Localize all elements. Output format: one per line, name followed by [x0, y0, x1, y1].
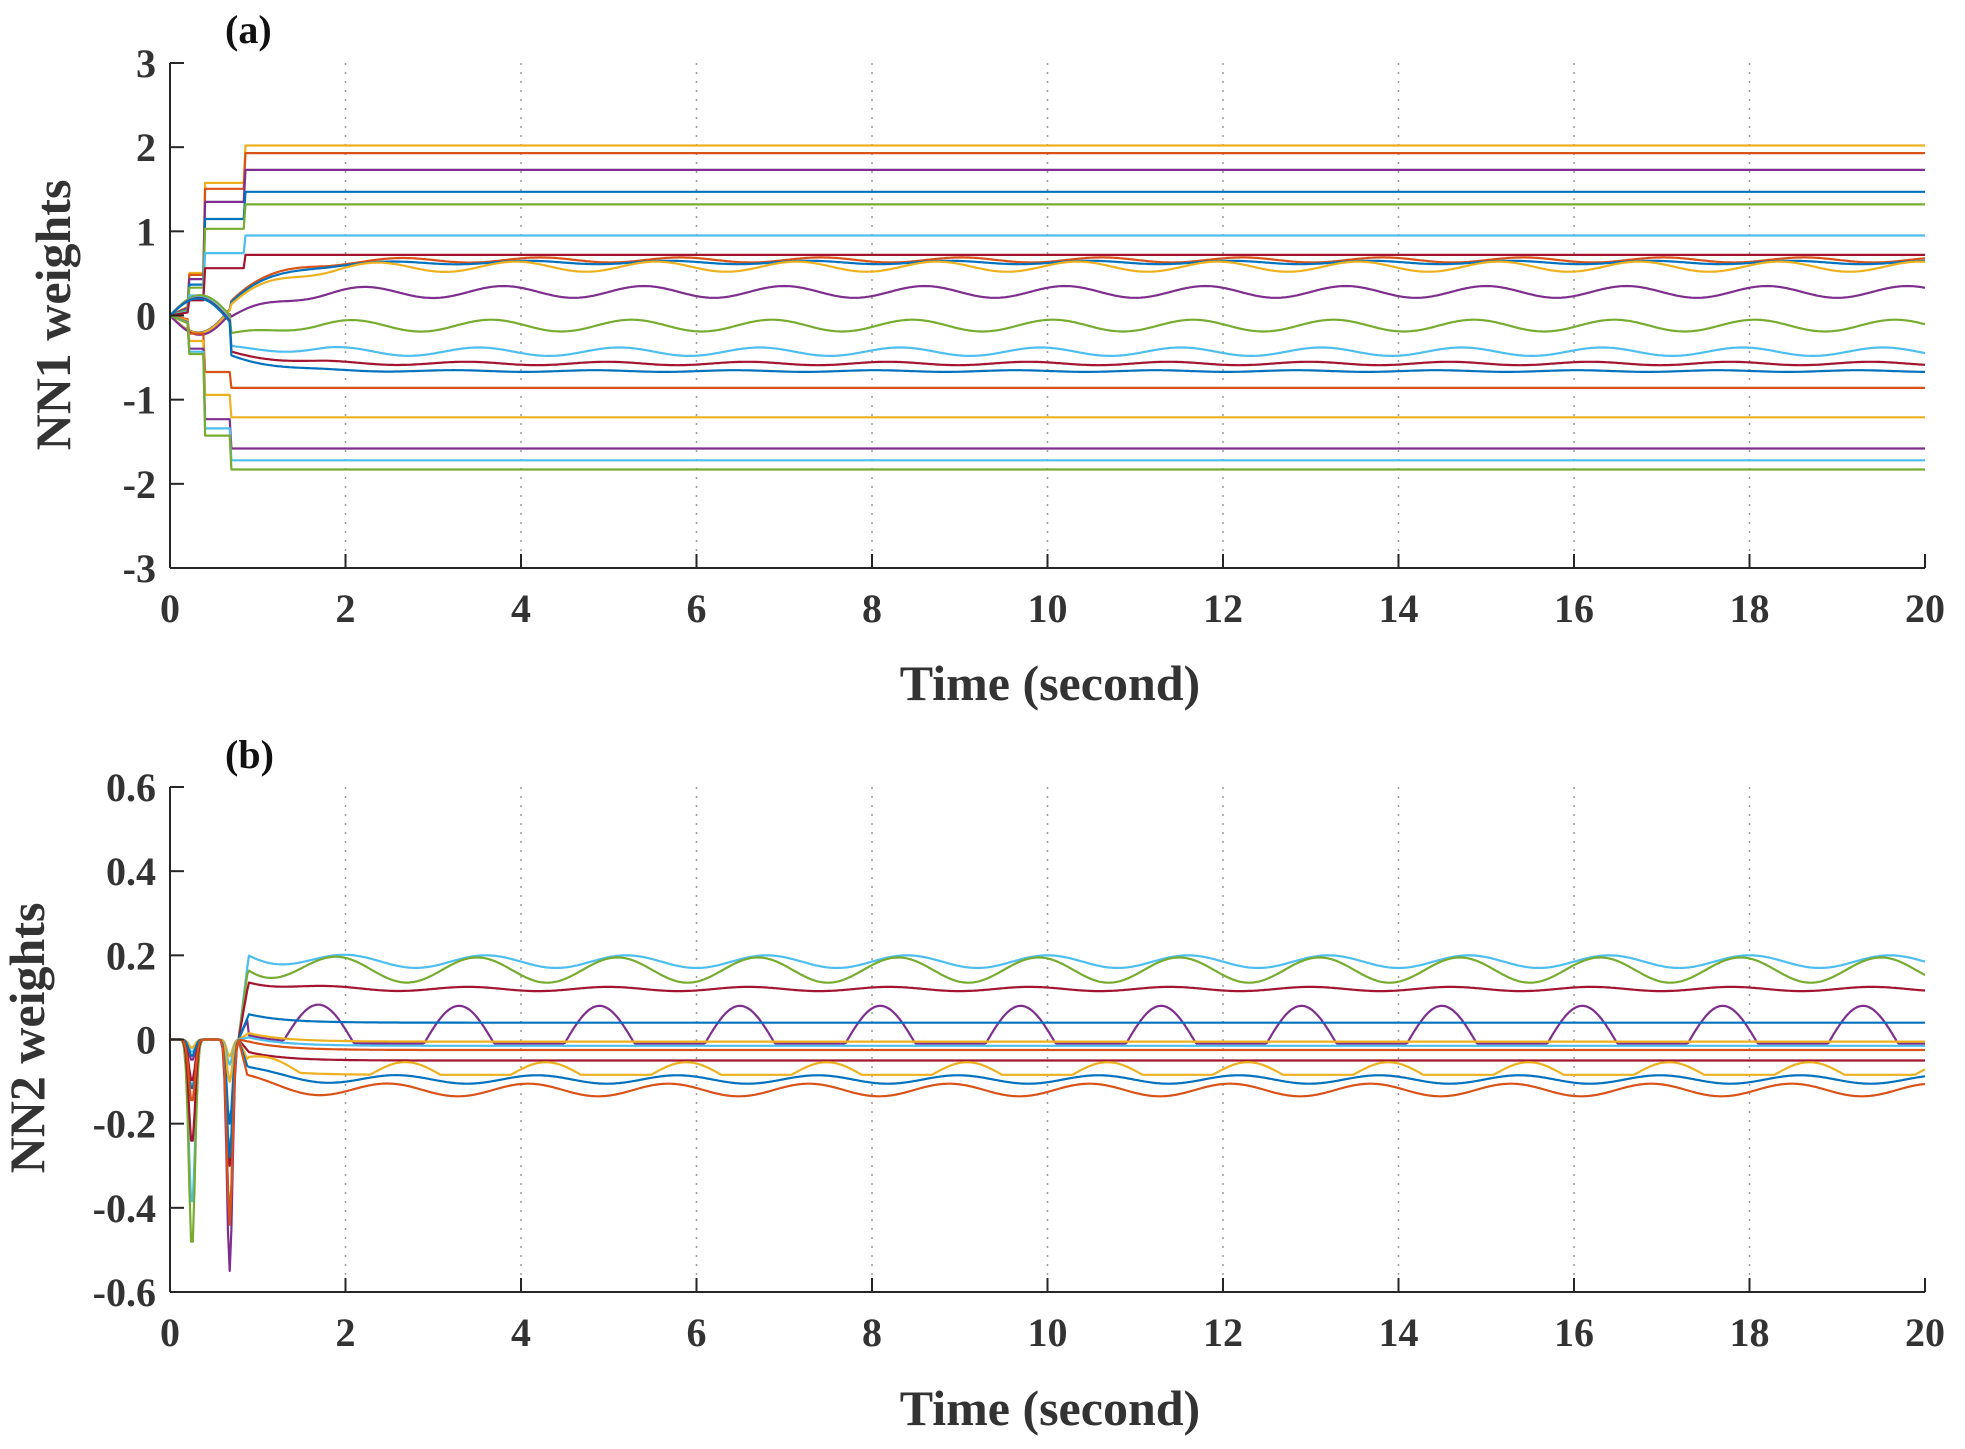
panel-a-axes — [169, 62, 1926, 569]
series-line-19 — [169, 314, 1925, 462]
series-line-11 — [169, 284, 1926, 336]
panel-b-xtick-labels: 0 2 4 6 8 10 12 14 16 18 20 — [160, 1310, 1945, 1355]
series-line-3 — [169, 168, 1925, 317]
y-tick-label: -1 — [123, 378, 156, 423]
x-tick-label: 0 — [160, 586, 180, 631]
y-tick-label: 0 — [136, 1018, 156, 1063]
panel-b: 0 2 4 6 8 10 12 14 16 18 20 -0.6 -0.4 -0.2 0 0.2 0.4 0.6… — [0, 732, 1945, 1436]
series-line-18 — [169, 314, 1925, 450]
y-tick-label: 2 — [136, 125, 156, 170]
series-line-17 — [169, 314, 1925, 419]
series-line-11 — [170, 1038, 1926, 1159]
x-tick-label: 6 — [687, 1310, 707, 1355]
x-tick-label: 12 — [1203, 586, 1243, 631]
series-line-2 — [169, 152, 1925, 317]
y-tick-label: 1 — [136, 209, 156, 254]
panel-a-ytick-labels: -3 -2 -1 0 1 2 3 — [123, 41, 156, 591]
series-line-3 — [170, 981, 1926, 1226]
series-line-1 — [170, 953, 1926, 1203]
x-tick-label: 18 — [1730, 1310, 1770, 1355]
y-tick-label: -3 — [123, 546, 156, 591]
panel-a-xtick-labels: 0 2 4 6 8 10 12 14 16 18 20 — [160, 586, 1945, 631]
series-line-10 — [170, 1038, 1926, 1083]
series-line-8 — [170, 1038, 1925, 1083]
series-line-10 — [169, 260, 1926, 335]
y-tick-label: -0.2 — [93, 1102, 156, 1147]
x-tick-label: 2 — [336, 586, 356, 631]
x-tick-label: 14 — [1379, 586, 1419, 631]
panel-b-label: (b) — [225, 732, 274, 777]
series-line-9 — [170, 1038, 1925, 1167]
series-line-12 — [169, 294, 1926, 335]
x-tick-label: 16 — [1554, 586, 1594, 631]
x-tick-label: 8 — [862, 586, 882, 631]
y-tick-label: -2 — [123, 462, 156, 507]
panel-b-series — [170, 953, 1926, 1273]
y-tick-label: 0.4 — [106, 849, 156, 894]
panel-b-grid — [344, 787, 1751, 1292]
panel-a-series — [169, 144, 1926, 471]
series-line-5 — [170, 1013, 1925, 1125]
y-tick-label: -0.4 — [93, 1186, 156, 1231]
series-line-4 — [169, 190, 1925, 317]
series-line-13 — [169, 296, 1926, 357]
series-line-7 — [170, 1036, 1925, 1066]
series-line-20 — [169, 314, 1925, 471]
x-tick-label: 10 — [1028, 586, 1068, 631]
series-line-1 — [169, 144, 1925, 317]
x-tick-label: 20 — [1905, 586, 1945, 631]
series-line-12 — [170, 1038, 1926, 1226]
x-tick-label: 0 — [160, 1310, 180, 1355]
y-tick-label: 0.6 — [106, 765, 156, 810]
x-tick-label: 12 — [1203, 1310, 1243, 1355]
panel-b-ytick-labels: -0.6 -0.4 -0.2 0 0.2 0.4 0.6 — [93, 765, 156, 1315]
y-tick-label: 0 — [136, 294, 156, 339]
x-tick-label: 8 — [862, 1310, 882, 1355]
x-tick-label: 10 — [1028, 1310, 1068, 1355]
y-tick-label: -0.6 — [93, 1270, 156, 1315]
x-tick-label: 2 — [336, 1310, 356, 1355]
y-tick-label: 3 — [136, 41, 156, 86]
series-line-5 — [169, 203, 1925, 317]
series-line-16 — [169, 314, 1925, 389]
x-tick-label: 18 — [1730, 586, 1770, 631]
x-tick-label: 4 — [511, 1310, 531, 1355]
x-tick-label: 6 — [687, 586, 707, 631]
panel-a-grid — [344, 63, 1751, 568]
series-line-6 — [170, 1032, 1925, 1058]
panel-b-xlabel: Time (second) — [900, 1380, 1200, 1436]
panel-a-label: (a) — [225, 7, 272, 52]
panel-a-xlabel: Time (second) — [900, 655, 1200, 711]
x-tick-label: 20 — [1905, 1310, 1945, 1355]
panel-a-ylabel: NN1 weights — [25, 180, 81, 451]
series-line-6 — [169, 234, 1925, 317]
panel-b-ylabel: NN2 weights — [0, 903, 55, 1174]
x-tick-label: 4 — [511, 586, 531, 631]
series-line-4 — [170, 1003, 1925, 1273]
panel-b-axes — [169, 786, 1926, 1293]
series-line-15 — [169, 297, 1925, 373]
y-tick-label: 0.2 — [106, 933, 156, 978]
series-line-8 — [169, 256, 1926, 334]
x-tick-label: 16 — [1554, 1310, 1594, 1355]
series-line-7 — [169, 253, 1925, 317]
series-line-14 — [169, 296, 1926, 367]
x-tick-label: 14 — [1379, 1310, 1419, 1355]
series-line-2 — [170, 955, 1926, 1243]
